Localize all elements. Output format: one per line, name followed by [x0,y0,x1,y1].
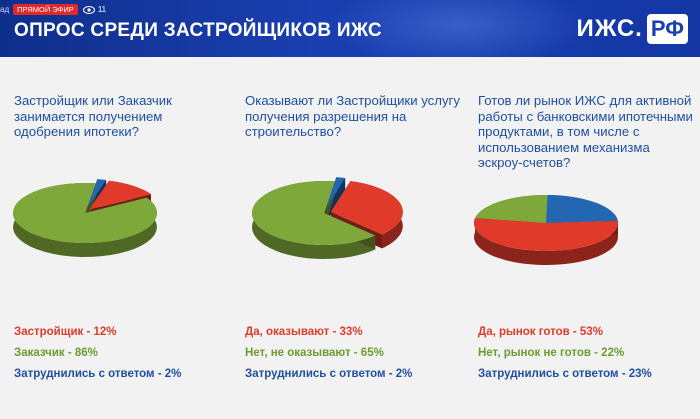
question-2: Оказывают ли Застройщики услугу получени… [245,93,460,139]
pie1-slice-blue [86,179,107,209]
legend-3-red: Да, рынок готов - 53% [478,326,603,338]
viewer-count: 11 [97,5,107,14]
pie3-side-red [474,218,618,265]
header-glow [330,0,590,57]
legend-3-green: Нет, рынок не готов - 22% [478,347,625,359]
live-prefix: ад [0,5,10,14]
legend-1-red: Застройщик - 12% [14,326,117,338]
pie2-face-blue-1 [325,178,346,223]
pie-chart-1 [13,179,158,257]
pie1-slice-green [13,183,158,243]
legend-2-blue: Затруднились с ответом - 2% [245,368,413,380]
live-badge: ПРЯМОЙ ЭФИР [13,4,78,15]
legend-2-green: Нет, не оказывают - 65% [245,347,384,359]
legend-1-green: Заказчик - 86% [14,347,98,359]
pie2-slice-green [252,181,376,245]
pie3-slice-green [475,195,548,223]
logo-box: РФ [646,14,688,44]
logo: ИЖС. РФ [576,14,688,44]
logo-text: ИЖС. [576,15,643,42]
pie-chart-3 [474,195,618,265]
question-3: Готов ли рынок ИЖС для активной работы с… [478,93,693,170]
eye-icon [82,5,95,14]
legend-2-red: Да, оказывают - 33% [245,326,363,338]
pie1-slice-red [89,180,151,210]
live-bar: ад ПРЯМОЙ ЭФИР 11 [0,2,106,17]
pie2-slice-blue [325,177,346,209]
pie-chart-2 [252,177,403,259]
legend-1-blue: Затруднились с ответом - 2% [14,368,182,380]
page-title: ОПРОС СРЕДИ ЗАСТРОЙЩИКОВ ИЖС [14,20,382,41]
legend-3-blue: Затруднились с ответом - 23% [478,368,652,380]
pie2-slice-red [330,181,403,235]
pie3-slice-blue [546,195,618,223]
question-1: Застройщик или Заказчик занимается получ… [14,93,172,139]
header-banner: ад ПРЯМОЙ ЭФИР 11 ОПРОС СРЕДИ ЗАСТРОЙЩИК… [0,0,700,57]
pie3-slice-red [474,217,618,252]
